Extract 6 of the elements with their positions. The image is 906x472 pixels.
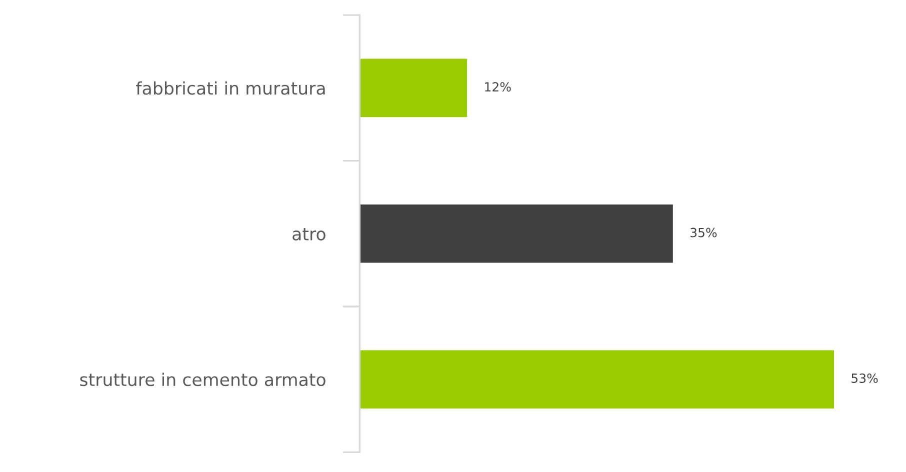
data-label: 35% (690, 228, 717, 238)
y-tick-label: atro (292, 228, 326, 240)
data-label: 12% (485, 82, 511, 92)
data-label: 53% (852, 374, 878, 383)
y-tick-label: fabbricati in muratura (136, 81, 325, 95)
y-tick-label: strutture in cemento armato (80, 372, 326, 386)
